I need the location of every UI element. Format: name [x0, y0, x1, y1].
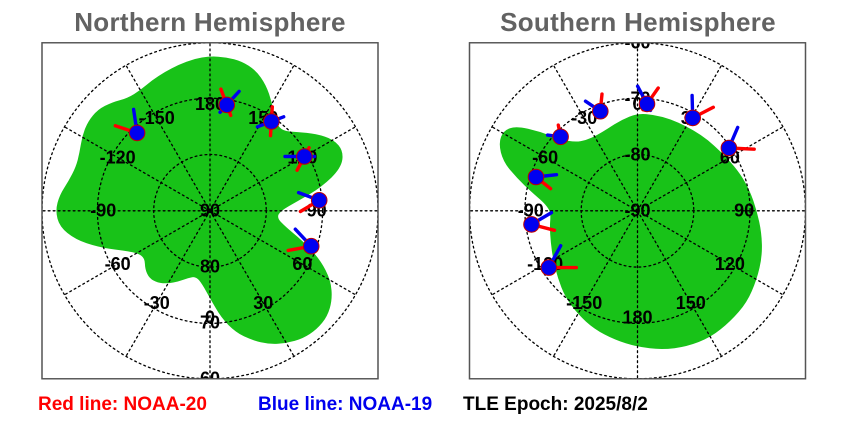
svg-text:150: 150 [676, 293, 706, 313]
svg-text:30: 30 [253, 293, 273, 313]
svg-text:90: 90 [200, 201, 220, 221]
svg-text:90: 90 [734, 201, 754, 221]
svg-text:-60: -60 [532, 147, 558, 167]
svg-text:-150: -150 [566, 293, 602, 313]
svg-text:-60: -60 [105, 254, 131, 274]
svg-text:-90: -90 [624, 201, 650, 221]
svg-text:-150: -150 [139, 108, 175, 128]
svg-text:70: 70 [200, 313, 220, 333]
svg-text:180: 180 [622, 307, 652, 327]
svg-text:-90: -90 [90, 201, 116, 221]
svg-text:-80: -80 [624, 145, 650, 165]
svg-text:60: 60 [292, 254, 312, 274]
svg-text:120: 120 [715, 254, 745, 274]
svg-text:-30: -30 [144, 293, 170, 313]
svg-text:80: 80 [200, 257, 220, 277]
svg-text:-120: -120 [100, 147, 136, 167]
